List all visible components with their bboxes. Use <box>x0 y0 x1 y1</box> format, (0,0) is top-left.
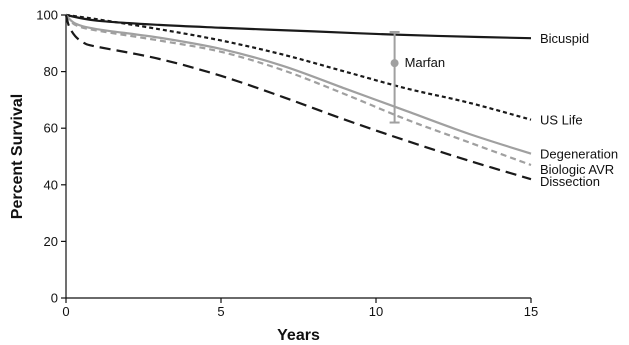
y-axis-title: Percent Survival <box>9 94 26 219</box>
y-tick-label: 60 <box>44 121 58 136</box>
x-tick-label: 0 <box>62 304 69 319</box>
series-layer <box>64 13 532 181</box>
x-tick-label: 5 <box>217 304 224 319</box>
series-label: Dissection <box>540 174 600 189</box>
y-tick-label: 0 <box>51 291 58 306</box>
ticks: 0 5 10 15 0 20 40 60 80 100 <box>36 8 538 320</box>
series-label: Biologic AVR <box>540 162 614 177</box>
y-tick-label: 40 <box>44 177 58 192</box>
series-label: Degeneration <box>540 147 618 162</box>
x-tick-label: 10 <box>369 304 383 319</box>
x-tick-label: 15 <box>524 304 538 319</box>
error-bar-label: Marfan <box>405 55 445 70</box>
series-line-bicuspid <box>65 13 532 40</box>
x-axis-title: Years <box>277 327 320 344</box>
series-line-biologic-avr <box>65 14 532 167</box>
error-bar-layer: Marfan <box>389 30 445 124</box>
series-line-degeneration <box>65 14 532 155</box>
series-label: US Life <box>540 113 583 128</box>
error-bar-point <box>390 59 399 68</box>
y-tick-label: 100 <box>36 8 58 23</box>
series-line-us-life <box>65 13 532 121</box>
y-tick-label: 80 <box>44 64 58 79</box>
series-label: Bicuspid <box>540 31 589 46</box>
y-tick-label: 20 <box>44 234 58 249</box>
axes <box>65 15 531 299</box>
series-line-dissection <box>64 14 532 181</box>
